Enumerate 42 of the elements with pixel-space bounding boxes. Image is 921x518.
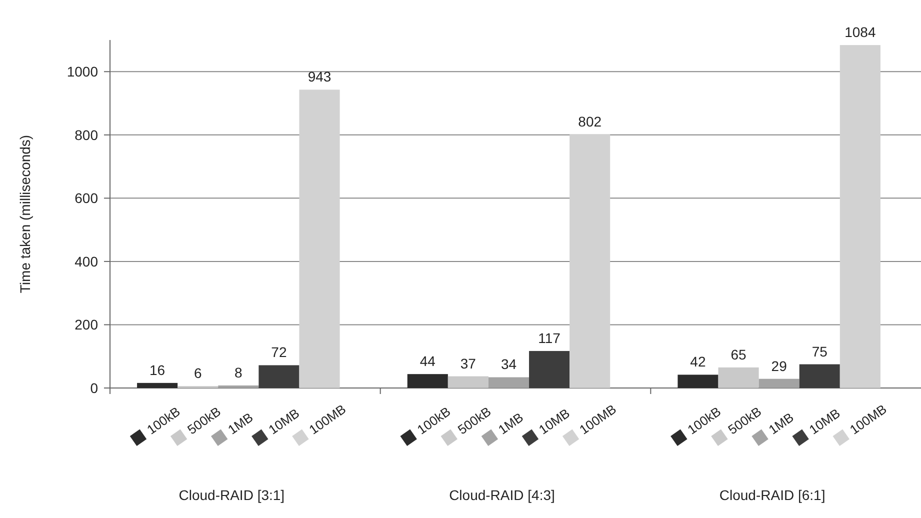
bar <box>678 374 718 388</box>
data-label: 16 <box>150 362 166 378</box>
text: 1MB <box>766 410 796 438</box>
bar <box>799 364 840 388</box>
x-tick-label: Cloud-RAID [3:1] <box>178 487 285 503</box>
bar <box>758 378 800 388</box>
bar <box>448 376 488 388</box>
y-tick-label: 0 <box>90 380 98 396</box>
data-label: 34 <box>500 356 517 372</box>
data-label: 802 <box>578 113 602 130</box>
y-tick-label: 800 <box>74 126 98 143</box>
bar <box>299 90 340 388</box>
y-axis-title: Time taken (milliseconds) <box>17 134 33 294</box>
y-tick-label: 600 <box>74 190 98 206</box>
data-label: 42 <box>690 354 706 370</box>
data-label: 29 <box>771 358 788 374</box>
data-label: 6 <box>194 365 202 382</box>
data-label: 72 <box>271 344 287 360</box>
bar <box>570 134 610 388</box>
bar <box>840 45 880 388</box>
data-label: 65 <box>730 346 747 362</box>
bar <box>529 350 570 388</box>
data-label: 8 <box>234 364 243 380</box>
data-label: 117 <box>538 330 561 346</box>
bar <box>218 385 259 388</box>
data-label: 943 <box>308 68 332 85</box>
bar <box>137 382 178 388</box>
bar <box>488 377 530 388</box>
bar <box>407 374 448 388</box>
text: 1MB <box>495 410 526 438</box>
y-tick-label: 1000 <box>66 64 98 80</box>
y-tick-label: 200 <box>74 316 98 333</box>
text: 1MB <box>225 410 256 438</box>
x-tick-label: Cloud-RAID [4:3] <box>449 487 555 503</box>
data-label: 37 <box>460 355 476 372</box>
data-label: 75 <box>812 343 828 360</box>
data-label: 44 <box>420 353 436 370</box>
bar <box>718 367 759 388</box>
x-tick-label: Cloud-RAID [6:1] <box>719 487 826 503</box>
data-label: 1084 <box>844 24 876 40</box>
bar <box>258 365 300 388</box>
y-tick-label: 400 <box>74 253 98 270</box>
